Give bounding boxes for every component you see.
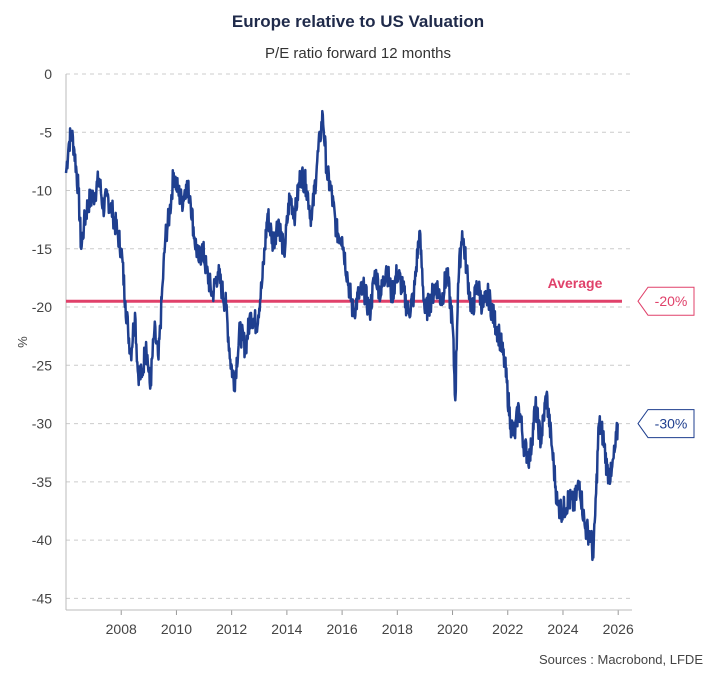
x-tick-label: 2026 bbox=[603, 621, 634, 637]
x-tick-label: 2018 bbox=[382, 621, 413, 637]
y-tick-label: -45 bbox=[32, 590, 52, 606]
y-tick-labels: 0 -5 -10 -15 -20 -25 -30 -35 -40 -45 bbox=[32, 66, 52, 606]
chart-title: Europe relative to US Valuation bbox=[232, 12, 484, 31]
y-tick-label: -5 bbox=[40, 124, 53, 140]
y-tick-label: -10 bbox=[32, 183, 52, 199]
y-tick-label: -15 bbox=[32, 241, 52, 257]
average-label: Average bbox=[548, 275, 603, 291]
chart-subtitle: P/E ratio forward 12 months bbox=[265, 45, 451, 62]
y-axis-label: % bbox=[15, 336, 30, 348]
x-tick-label: 2014 bbox=[271, 621, 302, 637]
gridlines bbox=[66, 73, 632, 599]
x-tick-label: 2012 bbox=[216, 621, 247, 637]
y-tick-label: 0 bbox=[44, 66, 52, 82]
series-line bbox=[64, 109, 619, 562]
x-tick-label: 2022 bbox=[492, 621, 523, 637]
y-tick-label: -40 bbox=[32, 532, 52, 548]
average-callout: -20% bbox=[637, 286, 695, 316]
x-tick-labels: 2008 2010 2012 2014 2016 2018 2020 2022 2024 2026 bbox=[106, 610, 634, 637]
x-tick-label: 2024 bbox=[547, 621, 578, 637]
x-tick-label: 2016 bbox=[327, 621, 358, 637]
last-value-callout-box bbox=[637, 409, 695, 439]
average-callout-text: -20% bbox=[655, 293, 688, 309]
y-tick-label: -30 bbox=[32, 416, 52, 432]
y-tick-label: -20 bbox=[32, 299, 52, 315]
source-note: Sources : Macrobond, LFDE bbox=[539, 652, 703, 667]
last-value-callout-text: -30% bbox=[655, 416, 688, 432]
last-value-callout: -30% bbox=[637, 409, 695, 439]
x-tick-label: 2008 bbox=[106, 621, 137, 637]
average-callout-box bbox=[637, 286, 695, 316]
x-tick-label: 2010 bbox=[161, 621, 192, 637]
y-tick-label: -25 bbox=[32, 357, 52, 373]
x-tick-label: 2020 bbox=[437, 621, 468, 637]
y-tick-label: -35 bbox=[32, 474, 52, 490]
